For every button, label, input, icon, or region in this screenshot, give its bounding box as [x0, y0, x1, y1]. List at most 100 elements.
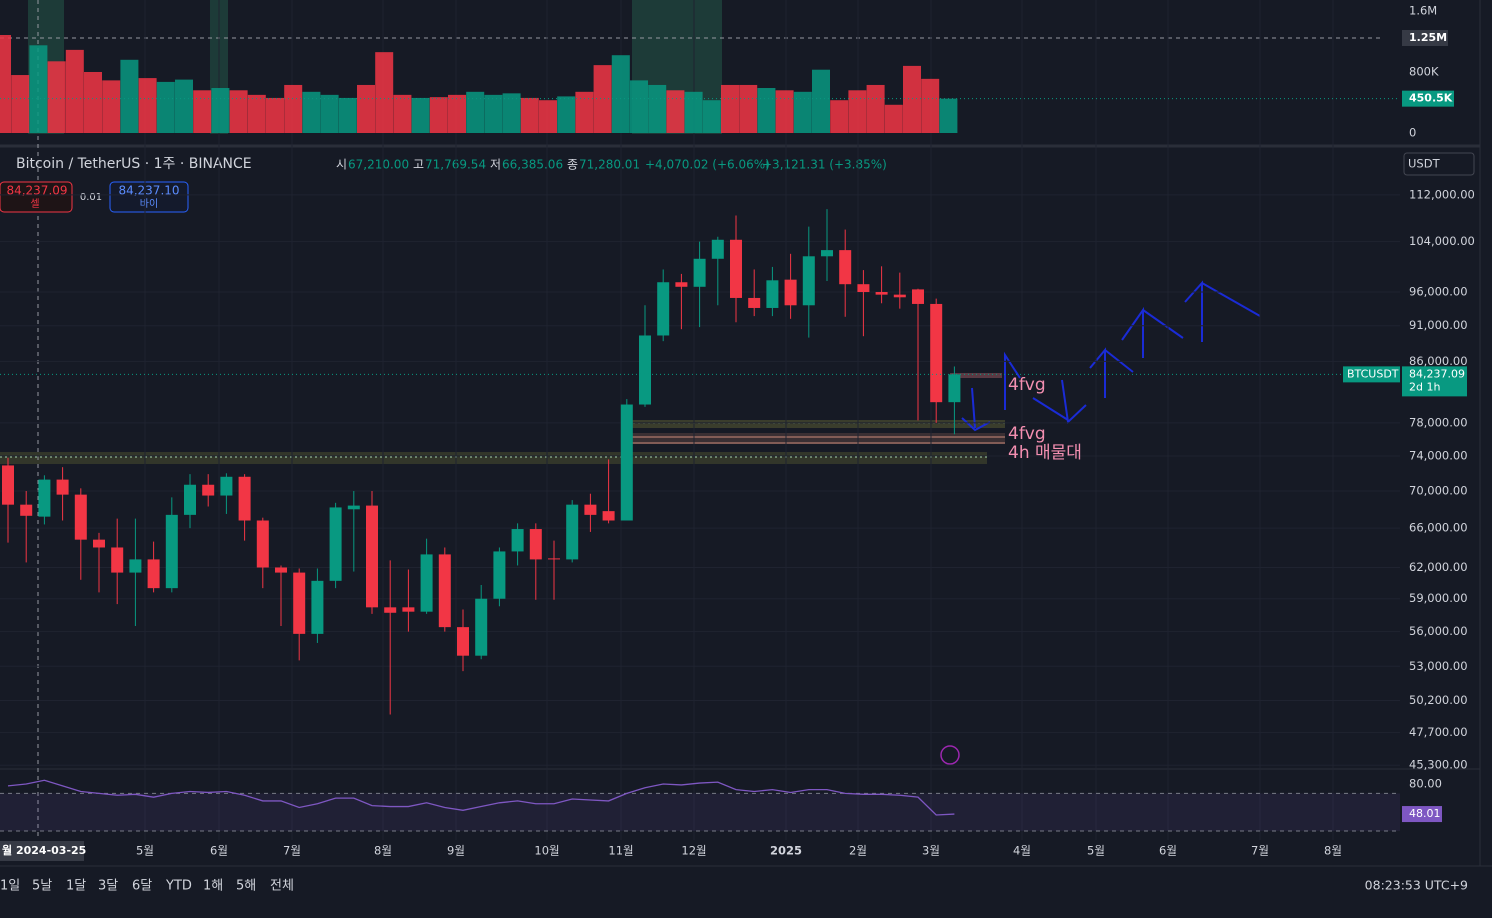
volume-bar — [211, 88, 230, 133]
candle-body — [766, 280, 779, 308]
volume-bar — [921, 78, 940, 133]
volume-bar — [739, 84, 758, 133]
candle-body — [620, 404, 633, 521]
ohlc-label: 종 — [567, 158, 578, 172]
y-tick-label: 56,000.00 — [1409, 624, 1468, 638]
zone — [628, 433, 1005, 444]
candle-body — [584, 504, 597, 515]
candle-body — [930, 303, 943, 403]
candle-body — [275, 567, 287, 573]
x-tick-label: 5월 — [1087, 844, 1105, 858]
alert-icon[interactable] — [940, 745, 960, 765]
volume-bar — [65, 49, 84, 133]
candle-body — [56, 479, 69, 495]
y-tick-label: 45,300.00 — [1409, 758, 1468, 772]
candle-body — [438, 554, 451, 628]
x-tick-label: 8월 — [374, 844, 392, 858]
range-button[interactable]: 5날 — [32, 879, 52, 894]
volume-bar — [393, 94, 412, 133]
buy-button[interactable] — [109, 181, 189, 213]
currency-select[interactable] — [1403, 152, 1475, 176]
volume-bar — [120, 59, 139, 134]
range-button[interactable]: 5해 — [236, 879, 256, 894]
x-tick-label: 3월 — [922, 844, 940, 858]
buy-label[interactable]: 바이 — [140, 198, 158, 210]
volume-bar — [175, 79, 193, 133]
x-tick-label: 7월 — [1251, 844, 1269, 858]
range-button[interactable]: 전체 — [270, 879, 294, 894]
volume-bar — [338, 97, 357, 133]
y-tick-label: 74,000.00 — [1409, 449, 1468, 463]
rsi-tick-label: 80.00 — [1409, 777, 1442, 791]
rsi-band — [0, 793, 1400, 831]
volume-bar — [411, 97, 430, 133]
currency[interactable]: USDT — [1408, 157, 1441, 171]
x-tick-label: 2월 — [849, 844, 867, 858]
x-tick-label: 10월 — [534, 844, 559, 858]
ohlc-value: 71,280.01 — [579, 158, 640, 172]
symbol-tag: BTCUSDT — [1347, 367, 1399, 380]
candle-body — [948, 374, 961, 403]
arrow — [1004, 351, 1021, 410]
candle-body — [238, 476, 251, 521]
sell-button[interactable] — [0, 181, 73, 213]
y-tick-label: 96,000.00 — [1409, 285, 1468, 299]
sell-price[interactable]: 84,237.09 — [6, 184, 67, 198]
volume-bar — [229, 90, 248, 133]
y-tick-label: 112,000.00 — [1409, 187, 1475, 201]
volume-bar — [939, 98, 958, 133]
drawings — [961, 280, 1261, 432]
sell-label[interactable]: 셀 — [30, 198, 39, 210]
buy-price[interactable]: 84,237.10 — [118, 184, 179, 198]
quantity[interactable]: 0.01 — [80, 192, 102, 203]
volume-bar — [884, 104, 903, 133]
y-tick-label: 78,000.00 — [1409, 415, 1468, 429]
range-button[interactable]: 6달 — [132, 879, 152, 894]
volume-bar — [575, 91, 594, 133]
y-tick-label: 86,000.00 — [1409, 354, 1468, 368]
candle-body — [20, 504, 33, 516]
volume-bar — [812, 69, 830, 133]
volume-bar — [611, 55, 630, 133]
candle-body — [802, 256, 815, 306]
candle-body — [912, 289, 924, 304]
range-button[interactable]: 3달 — [98, 879, 118, 894]
countdown: 2d 1h — [1409, 380, 1440, 393]
range-button[interactable]: 1해 — [203, 879, 223, 894]
volume-bar — [866, 84, 885, 133]
candle-body — [748, 297, 761, 308]
volume-bar — [557, 96, 576, 133]
volume-bar — [630, 80, 648, 133]
candle-body — [602, 511, 615, 521]
volume-bar — [247, 94, 266, 133]
candle-body — [511, 529, 524, 552]
price-tag: 84,237.09 — [1409, 367, 1465, 380]
candle-body — [875, 292, 888, 295]
range-button[interactable]: YTD — [165, 879, 192, 894]
ohlc-label: 시 — [336, 158, 347, 172]
candle-body — [475, 598, 488, 656]
candle-body — [347, 505, 360, 510]
volume-bar — [138, 78, 157, 133]
volume-bar — [193, 90, 212, 133]
volume-bar — [903, 65, 921, 133]
zone — [628, 420, 1005, 428]
crosshair-date-bg — [0, 841, 84, 861]
candle-body — [639, 335, 651, 405]
range-button[interactable]: 1일 — [0, 879, 20, 894]
candle-body — [784, 279, 797, 306]
x-tick-label: 4월 — [1013, 844, 1031, 858]
volume-bar — [284, 84, 303, 133]
arrow — [1184, 280, 1261, 342]
ohlc-value: 66,385.06 — [502, 158, 563, 172]
range-button[interactable]: 1달 — [66, 879, 86, 894]
candle-body — [893, 294, 906, 298]
zone — [950, 373, 1002, 378]
x-tick-label: 9월 — [447, 844, 465, 858]
candle-body — [129, 559, 142, 573]
candle-body — [366, 505, 378, 608]
candle-body — [384, 607, 397, 613]
candle-body — [657, 282, 670, 336]
